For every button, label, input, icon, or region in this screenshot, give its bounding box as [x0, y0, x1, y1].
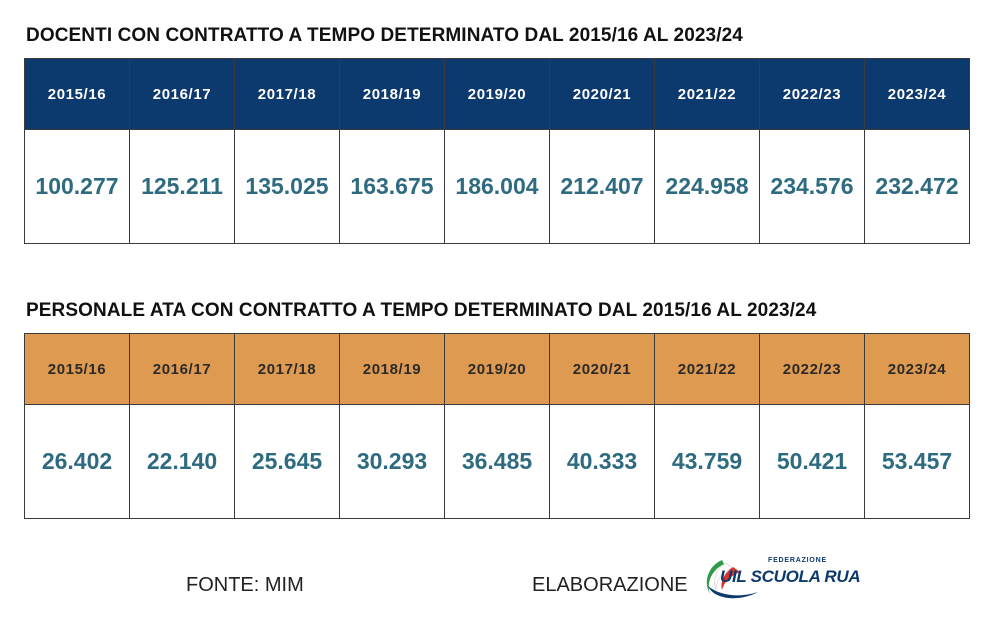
- ata-year-header: 2022/23: [759, 333, 865, 405]
- ata-year-header: 2016/17: [129, 333, 235, 405]
- docenti-value-cell: 224.958: [654, 129, 760, 244]
- docenti-value-cell: 232.472: [864, 129, 970, 244]
- elaboration-label: ELABORAZIONE: [532, 574, 688, 596]
- docenti-table: 2015/16 2016/17 2017/18 2018/19 2019/20 2020/…: [24, 58, 970, 244]
- source-note: FONTE: MIM: [186, 574, 304, 596]
- docenti-value-cell: 212.407: [549, 129, 655, 244]
- ata-year-header: 2021/22: [654, 333, 760, 405]
- ata-table-title: PERSONALE ATA CON CONTRATTO A TEMPO DETE…: [26, 300, 817, 321]
- docenti-table-title: DOCENTI CON CONTRATTO A TEMPO DETERMINAT…: [26, 25, 743, 46]
- docenti-value-cell: 234.576: [759, 129, 865, 244]
- ata-year-header: 2017/18: [234, 333, 340, 405]
- ata-value-cell: 53.457: [864, 404, 970, 519]
- docenti-year-header: 2023/24: [864, 58, 970, 130]
- docenti-year-header: 2019/20: [444, 58, 550, 130]
- ata-values-row: 26.402 22.140 25.645 30.293 36.485 40.333 43.7…: [24, 404, 970, 519]
- ata-value-cell: 36.485: [444, 404, 550, 519]
- ata-year-header: 2023/24: [864, 333, 970, 405]
- docenti-values-row: 100.277 125.211 135.025 163.675 186.004 212.4…: [24, 129, 970, 244]
- docenti-year-header: 2022/23: [759, 58, 865, 130]
- uil-scuola-logo: FEDERAZIONE UIL SCUOLA RUA: [700, 556, 861, 606]
- logo-federazione-text: FEDERAZIONE: [768, 557, 827, 564]
- ata-value-cell: 50.421: [759, 404, 865, 519]
- docenti-value-cell: 125.211: [129, 129, 235, 244]
- docenti-value-cell: 135.025: [234, 129, 340, 244]
- docenti-year-header: 2016/17: [129, 58, 235, 130]
- docenti-year-header: 2015/16: [24, 58, 130, 130]
- uil-scuola-logo-icon: [706, 560, 758, 599]
- ata-value-cell: 26.402: [24, 404, 130, 519]
- docenti-year-header: 2021/22: [654, 58, 760, 130]
- ata-year-header: 2015/16: [24, 333, 130, 405]
- ata-value-cell: 25.645: [234, 404, 340, 519]
- ata-year-header: 2019/20: [444, 333, 550, 405]
- ata-header-row: 2015/16 2016/17 2017/18 2018/19 2019/20 2020/…: [24, 333, 970, 405]
- docenti-year-header: 2017/18: [234, 58, 340, 130]
- ata-value-cell: 30.293: [339, 404, 445, 519]
- docenti-year-header: 2018/19: [339, 58, 445, 130]
- logo-main-text: UIL SCUOLA RUA: [720, 567, 861, 586]
- ata-value-cell: 40.333: [549, 404, 655, 519]
- ata-table: 2015/16 2016/17 2017/18 2018/19 2019/20 2020/…: [24, 333, 970, 519]
- docenti-year-header: 2020/21: [549, 58, 655, 130]
- ata-year-header: 2020/21: [549, 333, 655, 405]
- ata-value-cell: 43.759: [654, 404, 760, 519]
- docenti-value-cell: 163.675: [339, 129, 445, 244]
- docenti-header-row: 2015/16 2016/17 2017/18 2018/19 2019/20 2020/…: [24, 58, 970, 130]
- docenti-value-cell: 186.004: [444, 129, 550, 244]
- ata-year-header: 2018/19: [339, 333, 445, 405]
- ata-value-cell: 22.140: [129, 404, 235, 519]
- docenti-value-cell: 100.277: [24, 129, 130, 244]
